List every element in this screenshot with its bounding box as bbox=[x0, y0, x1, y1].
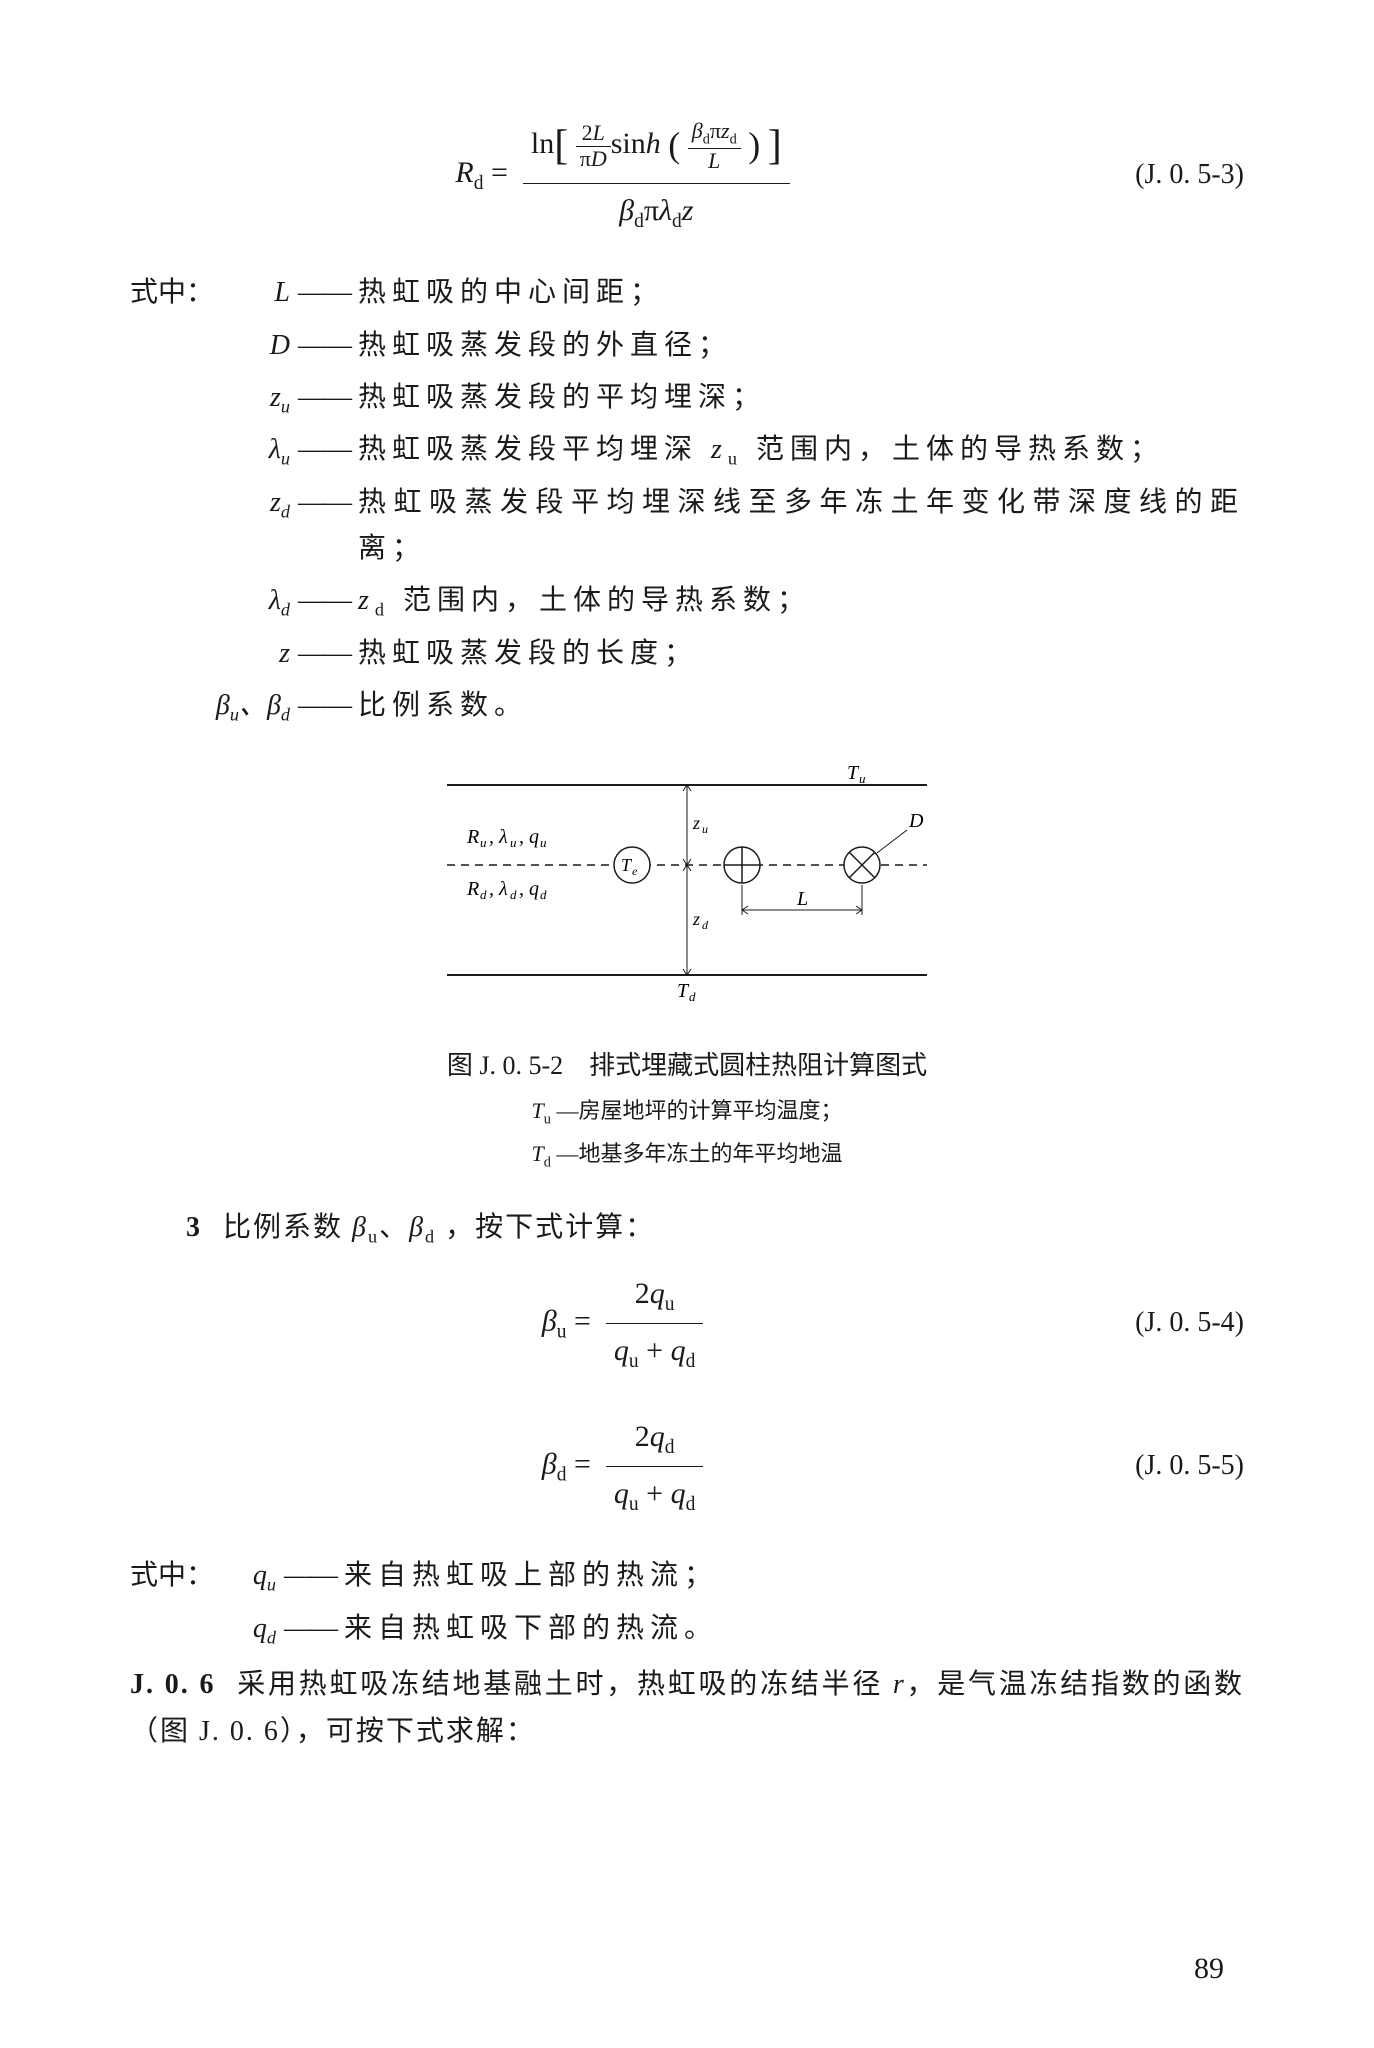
def-sym-z: z bbox=[226, 631, 290, 677]
equation-bd-body: βd = 2qd qu + qd bbox=[130, 1410, 1115, 1523]
equation-bu-number: (J. 0. 5-4) bbox=[1135, 1300, 1244, 1346]
figure-caption: 图 J. 0. 5-2 排式埋藏式圆柱热阻计算图式 bbox=[130, 1045, 1244, 1088]
def-sym-qu: qu bbox=[226, 1553, 276, 1600]
where-block-1: 式中： L —— 热虹吸的中心间距； D —— 热虹吸蒸发段的外直径； zu —… bbox=[130, 270, 1244, 729]
j06-text: 采用热虹吸冻结地基融土时，热虹吸的冻结半径 r，是气温冻结指数的函数（图 J. … bbox=[130, 1669, 1244, 1746]
def-sym-zd: zd bbox=[226, 480, 290, 527]
def-text-beta: 比例系数。 bbox=[358, 683, 1244, 729]
equation-rd-number: (J. 0. 5-3) bbox=[1135, 152, 1244, 198]
svg-text:d: d bbox=[689, 989, 696, 1004]
equation-bd: βd = 2qd qu + qd (J. 0. 5-5) bbox=[130, 1410, 1244, 1523]
equation-rd: Rd = ln[ 2LπDsinh ( βdπzdL ) ] βdπλdz (J… bbox=[130, 110, 1244, 240]
def-text-D: 热虹吸蒸发段的外直径； bbox=[358, 323, 1244, 369]
def-text-zd: 热虹吸蒸发段平均埋深线至多年冻土年变化带深度线的距离； bbox=[358, 480, 1244, 572]
figure-svg: Tu Td Ru , λu , qu Rd , λd , qd Te zu bbox=[407, 755, 967, 1005]
def-text-qu: 来自热虹吸上部的热流； bbox=[344, 1553, 1244, 1599]
section-3: 3 比例系数 βu、βd ，按下式计算： bbox=[130, 1205, 1244, 1252]
svg-text:q: q bbox=[529, 826, 539, 848]
svg-text:R: R bbox=[466, 878, 479, 900]
figure-subcaption-2: Td —地基多年冻土的年平均地温 bbox=[130, 1136, 1244, 1175]
svg-text:R: R bbox=[466, 826, 479, 848]
section-3-text: 比例系数 βu、βd ，按下式计算： bbox=[223, 1212, 655, 1243]
equation-bu-body: βu = 2qu qu + qd bbox=[130, 1267, 1115, 1380]
equation-rd-body: Rd = ln[ 2LπDsinh ( βdπzdL ) ] βdπλdz bbox=[130, 110, 1115, 240]
j06-label: J. 0. 6 bbox=[130, 1669, 216, 1700]
svg-text:d: d bbox=[702, 918, 709, 932]
svg-text:,: , bbox=[489, 878, 494, 900]
def-text-lambdad: zd 范围内，土体的导热系数； bbox=[358, 578, 1244, 625]
where-label: 式中： bbox=[130, 270, 226, 316]
def-sym-lambdad: λd bbox=[226, 578, 290, 625]
svg-text:λ: λ bbox=[498, 878, 508, 900]
equation-bu: βu = 2qu qu + qd (J. 0. 5-4) bbox=[130, 1267, 1244, 1380]
def-dash: —— bbox=[298, 270, 350, 316]
svg-text:d: d bbox=[540, 887, 547, 902]
svg-text:z: z bbox=[692, 813, 700, 833]
def-text-L: 热虹吸的中心间距； bbox=[358, 270, 1244, 316]
svg-text:λ: λ bbox=[498, 826, 508, 848]
def-text-z: 热虹吸蒸发段的长度； bbox=[358, 631, 1244, 677]
def-sym-lambdau: λu bbox=[226, 427, 290, 474]
svg-text:u: u bbox=[702, 822, 708, 836]
def-sym-beta: βu、βd bbox=[130, 683, 290, 730]
svg-text:u: u bbox=[480, 835, 487, 850]
page-number: 89 bbox=[1194, 1944, 1224, 1994]
def-text-qd: 来自热虹吸下部的热流。 bbox=[344, 1606, 1244, 1652]
svg-text:e: e bbox=[632, 864, 638, 878]
equation-bd-number: (J. 0. 5-5) bbox=[1135, 1443, 1244, 1489]
def-sym-qd: qd bbox=[226, 1606, 276, 1653]
figure-j052: Tu Td Ru , λu , qu Rd , λd , qd Te zu bbox=[130, 755, 1244, 1020]
svg-text:L: L bbox=[796, 888, 808, 910]
svg-text:u: u bbox=[859, 771, 866, 786]
svg-text:,: , bbox=[489, 826, 494, 848]
svg-text:d: d bbox=[480, 887, 487, 902]
where-block-2: 式中： qu —— 来自热虹吸上部的热流； qd —— 来自热虹吸下部的热流。 bbox=[130, 1553, 1244, 1652]
svg-text:z: z bbox=[692, 909, 700, 929]
def-sym-D: D bbox=[226, 323, 290, 369]
def-sym-zu: zu bbox=[226, 375, 290, 422]
def-text-zu: 热虹吸蒸发段的平均埋深； bbox=[358, 375, 1244, 421]
svg-text:,: , bbox=[519, 878, 524, 900]
def-text-lambdau: 热虹吸蒸发段平均埋深 zu 范围内，土体的导热系数； bbox=[358, 427, 1244, 474]
figure-subcaption-1: Tu —房屋地坪的计算平均温度； bbox=[130, 1093, 1244, 1132]
svg-text:u: u bbox=[540, 835, 547, 850]
svg-text:u: u bbox=[510, 835, 517, 850]
svg-text:q: q bbox=[529, 878, 539, 900]
svg-text:d: d bbox=[510, 887, 517, 902]
svg-text:D: D bbox=[908, 810, 924, 832]
svg-text:,: , bbox=[519, 826, 524, 848]
section-j06: J. 0. 6 采用热虹吸冻结地基融土时，热虹吸的冻结半径 r，是气温冻结指数的… bbox=[130, 1662, 1244, 1754]
where-label-2: 式中： bbox=[130, 1553, 226, 1599]
section-3-num: 3 bbox=[186, 1212, 202, 1243]
def-sym-L: L bbox=[226, 270, 290, 316]
